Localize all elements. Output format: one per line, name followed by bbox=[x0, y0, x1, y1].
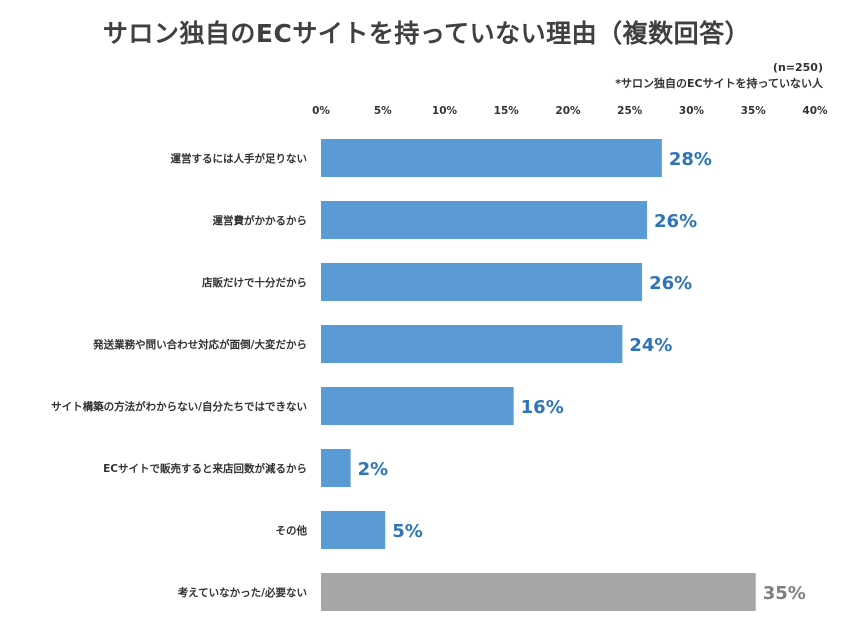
x-tick-label: 30% bbox=[679, 105, 705, 117]
data-label: 26% bbox=[649, 273, 692, 294]
data-label: 2% bbox=[358, 459, 389, 480]
bar bbox=[321, 511, 386, 549]
bar bbox=[321, 449, 351, 487]
category-label: サイト構築の方法がわからない/自分たちではできない bbox=[51, 400, 307, 413]
chart-title: サロン独自のECサイトを持っていない理由（複数回答） bbox=[102, 19, 751, 48]
category-label: ECサイトで販売すると来店回数が減るから bbox=[103, 462, 307, 475]
target-note: *サロン独自のECサイトを持っていない人 bbox=[615, 77, 823, 90]
x-tick-label: 15% bbox=[494, 105, 520, 117]
bar bbox=[321, 325, 623, 363]
x-tick-label: 10% bbox=[432, 105, 458, 117]
category-label: その他 bbox=[276, 524, 308, 537]
category-label: 店販だけで十分だから bbox=[201, 276, 307, 289]
bar bbox=[321, 201, 648, 239]
x-tick-label: 0% bbox=[312, 105, 330, 117]
data-label: 28% bbox=[669, 149, 712, 170]
bar bbox=[321, 263, 643, 301]
category-label: 運営するには人手が足りない bbox=[171, 152, 308, 165]
x-tick-label: 20% bbox=[555, 105, 581, 117]
bar bbox=[321, 139, 662, 177]
data-label: 35% bbox=[763, 583, 806, 604]
x-tick-label: 25% bbox=[617, 105, 643, 117]
data-label: 5% bbox=[392, 521, 423, 542]
x-tick-label: 35% bbox=[741, 105, 767, 117]
category-label: 考えていなかった/必要ない bbox=[178, 586, 307, 599]
bar bbox=[321, 573, 756, 611]
category-label: 運営費がかかるから bbox=[213, 214, 308, 227]
category-label: 発送業務や問い合わせ対応が面倒/大変だから bbox=[92, 338, 307, 351]
data-label: 24% bbox=[629, 335, 672, 356]
data-label: 16% bbox=[521, 397, 564, 418]
data-label: 26% bbox=[654, 211, 697, 232]
x-tick-label: 40% bbox=[802, 105, 828, 117]
x-tick-label: 5% bbox=[374, 105, 392, 117]
bar bbox=[321, 387, 514, 425]
sample-size-note: (n=250) bbox=[772, 61, 823, 74]
